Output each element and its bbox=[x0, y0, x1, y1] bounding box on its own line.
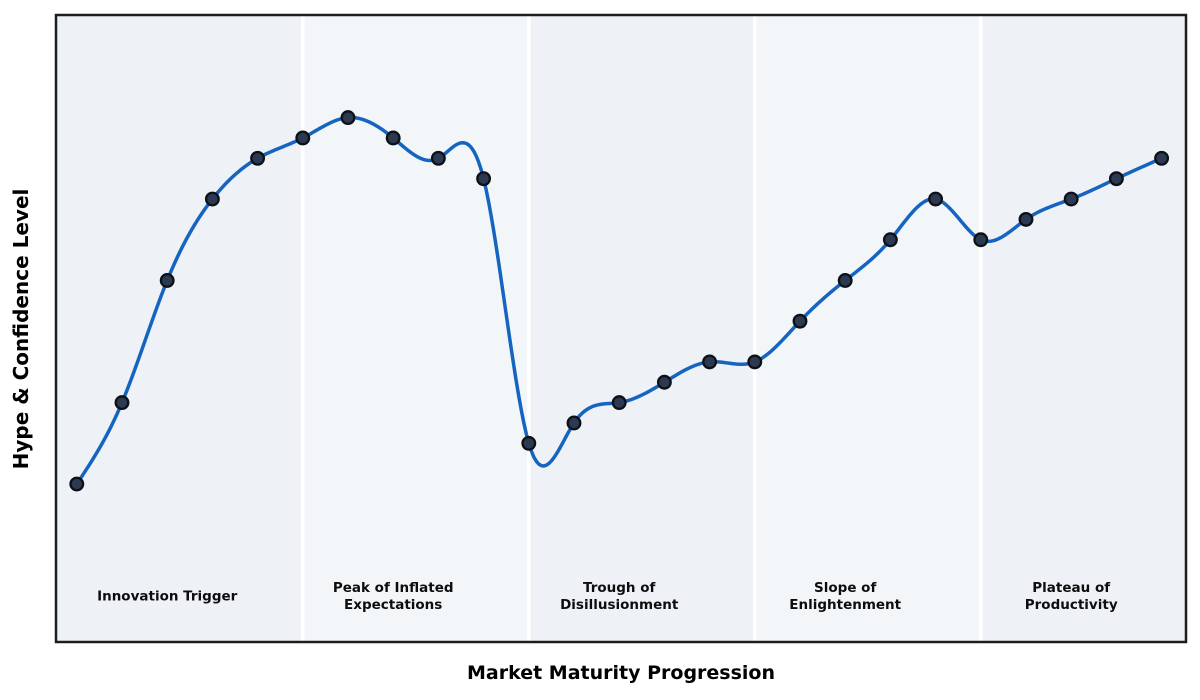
data-point bbox=[611, 395, 627, 411]
phase-band bbox=[302, 15, 529, 642]
data-point bbox=[295, 130, 311, 146]
data-point bbox=[521, 435, 537, 451]
data-point bbox=[340, 110, 356, 126]
phase-divider bbox=[979, 15, 983, 642]
phase-label: Innovation Trigger bbox=[97, 588, 238, 605]
phase-label: Plateau of Productivity bbox=[1024, 579, 1118, 613]
data-point bbox=[114, 395, 130, 411]
data-point bbox=[69, 476, 85, 492]
phase-label: Slope of Enlightenment bbox=[789, 579, 902, 613]
phase-label: Trough of Disillusionment bbox=[560, 579, 679, 613]
data-point bbox=[1018, 211, 1034, 227]
plot-background bbox=[56, 15, 1186, 642]
data-point bbox=[792, 313, 808, 329]
phase-divider bbox=[753, 15, 757, 642]
phase-divider bbox=[301, 15, 305, 642]
data-point bbox=[837, 273, 853, 288]
data-point bbox=[882, 232, 898, 248]
plot-border bbox=[54, 13, 1188, 644]
data-point bbox=[250, 150, 266, 166]
phase-band bbox=[754, 15, 981, 642]
data-point bbox=[928, 191, 944, 207]
phase-label: Peak of Inflated Expectations bbox=[332, 579, 454, 613]
y-axis-label: Hype & Confidence Level bbox=[9, 188, 33, 470]
data-point bbox=[476, 171, 492, 187]
data-point bbox=[385, 130, 401, 146]
data-point bbox=[973, 232, 989, 248]
data-point bbox=[204, 191, 220, 207]
data-point bbox=[747, 354, 763, 370]
data-point bbox=[1063, 191, 1079, 207]
data-point bbox=[1154, 150, 1170, 166]
data-point bbox=[702, 354, 718, 370]
phase-divider bbox=[527, 15, 531, 642]
x-axis-label: Market Maturity Progression bbox=[466, 662, 776, 684]
data-point bbox=[566, 415, 582, 431]
data-point bbox=[159, 273, 175, 288]
data-point bbox=[656, 374, 672, 390]
data-point bbox=[1108, 171, 1124, 187]
data-point bbox=[430, 150, 446, 166]
